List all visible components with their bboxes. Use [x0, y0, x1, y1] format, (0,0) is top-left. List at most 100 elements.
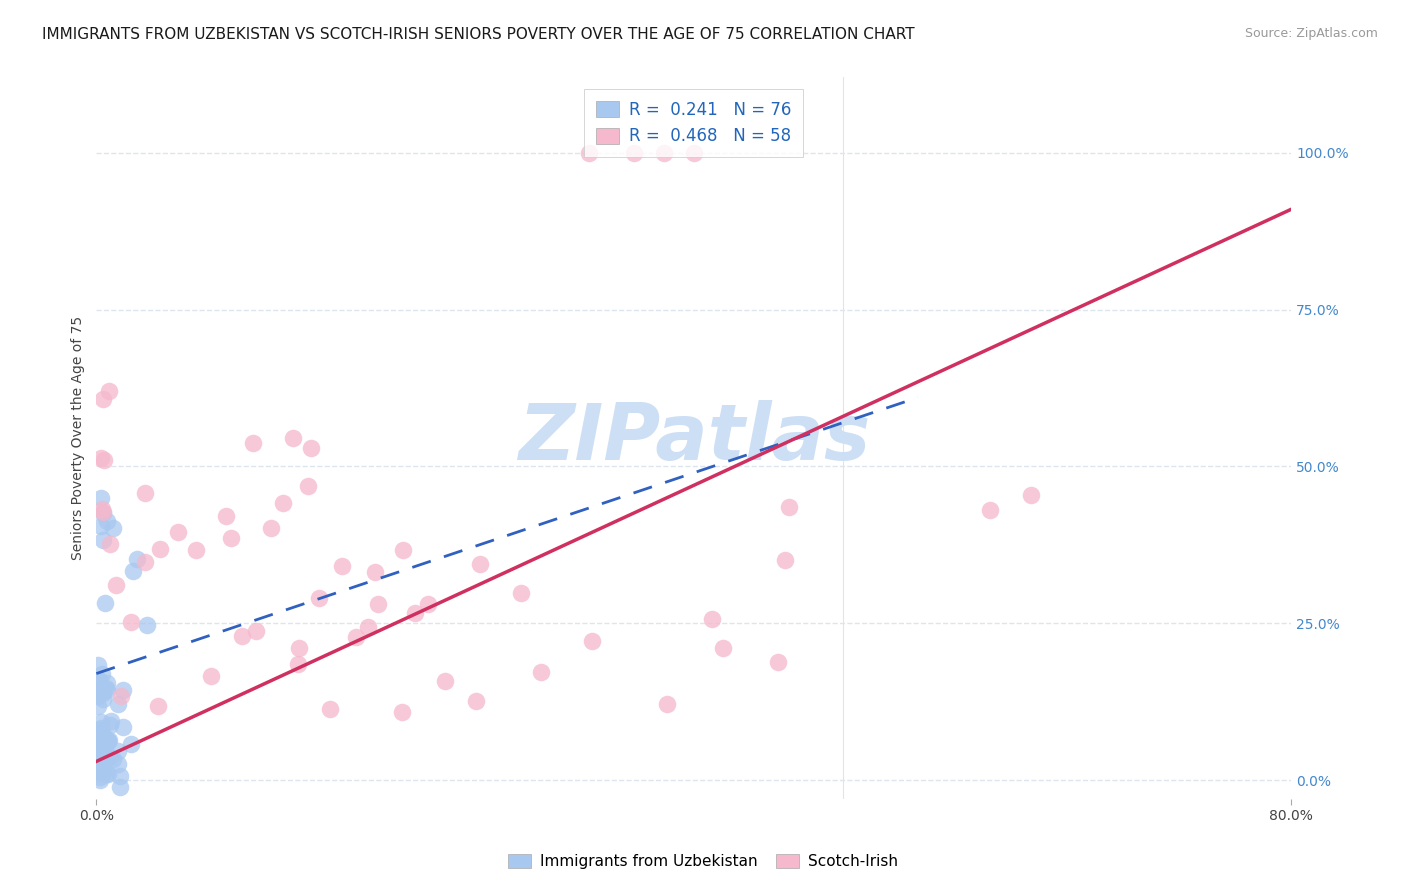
Point	[979, 503, 1001, 517]
Point	[87, 657, 110, 672]
Point	[90, 731, 112, 746]
Point	[108, 780, 131, 794]
Legend: Immigrants from Uzbekistan, Scotch-Irish: Immigrants from Uzbekistan, Scotch-Irish	[502, 848, 904, 875]
Point	[434, 674, 457, 689]
Point	[107, 744, 129, 758]
Point	[231, 629, 253, 643]
Text: IMMIGRANTS FROM UZBEKISTAN VS SCOTCH-IRISH SENIORS POVERTY OVER THE AGE OF 75 CO: IMMIGRANTS FROM UZBEKISTAN VS SCOTCH-IRI…	[42, 27, 915, 42]
Point	[167, 525, 190, 540]
Point	[96, 681, 118, 696]
Point	[89, 772, 111, 787]
Point	[96, 676, 118, 690]
Point	[149, 542, 172, 557]
Point	[93, 746, 115, 760]
Point	[184, 542, 207, 557]
Point	[89, 726, 111, 740]
Point	[91, 739, 114, 754]
Point	[700, 612, 723, 626]
Point	[91, 506, 114, 520]
Point	[120, 615, 142, 629]
Point	[330, 559, 353, 574]
Point	[90, 721, 112, 735]
Point	[510, 585, 533, 599]
Point	[96, 683, 118, 698]
Point	[90, 491, 112, 505]
Point	[87, 685, 110, 699]
Point	[200, 669, 222, 683]
Point	[778, 500, 800, 514]
Point	[91, 392, 114, 406]
Point	[221, 531, 243, 545]
Point	[90, 714, 112, 729]
Point	[98, 718, 121, 732]
Point	[125, 551, 148, 566]
Point	[96, 514, 118, 528]
Point	[90, 667, 112, 681]
Point	[90, 450, 112, 465]
Point	[87, 674, 110, 689]
Point	[89, 762, 111, 776]
Point	[281, 431, 304, 445]
Text: ZIPatlas: ZIPatlas	[517, 401, 870, 476]
Point	[91, 686, 114, 700]
Point	[215, 509, 238, 524]
Point	[288, 640, 311, 655]
Point	[91, 735, 114, 749]
Point	[93, 742, 115, 756]
Point	[87, 743, 110, 757]
Point	[103, 521, 125, 535]
Point	[89, 731, 111, 746]
Point	[773, 552, 796, 566]
Point	[392, 543, 415, 558]
Point	[91, 765, 114, 780]
Point	[112, 719, 135, 733]
Point	[242, 435, 264, 450]
Point	[87, 683, 110, 698]
Point	[91, 502, 114, 516]
Point	[122, 565, 145, 579]
Point	[299, 441, 322, 455]
Point	[623, 145, 645, 160]
Point	[766, 655, 789, 669]
Point	[87, 690, 110, 704]
Point	[97, 766, 120, 780]
Point	[530, 665, 553, 679]
Point	[93, 692, 115, 706]
Point	[245, 624, 267, 638]
Legend: R =  0.241   N = 76, R =  0.468   N = 58: R = 0.241 N = 76, R = 0.468 N = 58	[585, 89, 803, 157]
Point	[97, 734, 120, 748]
Point	[105, 578, 128, 592]
Point	[287, 657, 309, 672]
Point	[652, 145, 675, 160]
Point	[146, 699, 169, 714]
Point	[655, 697, 678, 711]
Point	[134, 486, 156, 500]
Point	[98, 750, 121, 764]
Point	[111, 682, 134, 697]
Point	[89, 771, 111, 785]
Point	[404, 607, 426, 621]
Point	[107, 756, 129, 771]
Point	[98, 537, 121, 551]
Point	[1019, 488, 1042, 502]
Point	[91, 533, 114, 547]
Point	[110, 690, 132, 704]
Point	[465, 694, 488, 708]
Point	[418, 597, 440, 611]
Point	[89, 723, 111, 737]
Point	[136, 617, 159, 632]
Point	[97, 732, 120, 747]
Point	[89, 673, 111, 687]
Point	[91, 755, 114, 769]
Point	[98, 384, 121, 398]
Point	[97, 734, 120, 748]
Text: Source: ZipAtlas.com: Source: ZipAtlas.com	[1244, 27, 1378, 40]
Point	[346, 630, 368, 644]
Point	[259, 521, 281, 535]
Point	[110, 769, 132, 783]
Point	[101, 752, 124, 766]
Point	[100, 714, 122, 729]
Point	[682, 145, 704, 160]
Point	[87, 682, 110, 697]
Point	[93, 453, 115, 467]
